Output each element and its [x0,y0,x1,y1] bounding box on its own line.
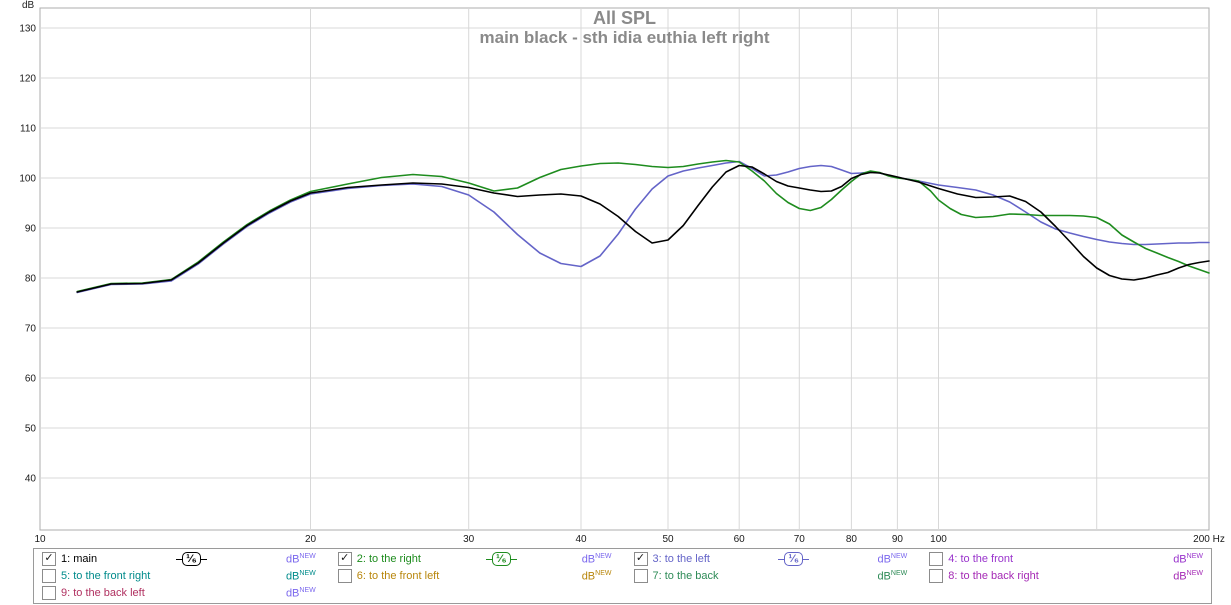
smoothing-value: ¹⁄₆ [784,552,803,566]
legend-checkbox-8[interactable] [929,569,944,583]
legend-item-label: 3: to the left [652,553,710,565]
svg-text:70: 70 [794,534,806,545]
svg-text:100: 100 [19,174,36,185]
legend-grid: ✓ 1: main ¹⁄₆ dBNEW ✓ 2: to the right ¹⁄₆ dBNEW… [42,552,1203,600]
legend-item: 4: to the front dBNEW [929,552,1203,566]
svg-text:50: 50 [25,424,37,435]
unit-label: dBNEW [1173,552,1203,566]
y-axis-unit-label: dB [22,0,35,11]
legend-item: 5: to the front right dBNEW [42,569,316,583]
legend-item: 6: to the front left dBNEW [337,569,612,583]
unit-label: dBNEW [285,552,316,566]
legend-checkbox-6[interactable] [337,569,352,583]
legend-item-label: 5: to the front right [61,570,151,582]
legend-item: 9: to the back left dBNEW [42,586,316,600]
spl-line-chart[interactable]: 130 120 110 100 90 80 70 60 50 40 10 20 30 40 50 60 70 80… [0,0,1231,546]
svg-text:30: 30 [463,534,475,545]
unit-new-badge: NEW [890,552,908,560]
unit-label: dBNEW [1173,569,1203,583]
unit-label: dBNEW [581,552,612,566]
svg-text:130: 130 [19,24,36,35]
svg-text:40: 40 [25,474,37,485]
unit-new-badge: NEW [1186,569,1203,577]
unit-label: dBNEW [877,552,908,566]
svg-text:90: 90 [892,534,904,545]
legend-checkbox-5[interactable] [42,569,56,583]
smoothing-selector-icon[interactable]: ¹⁄₆ [176,552,207,566]
unit-new-badge: NEW [299,586,316,594]
legend-checkbox-2[interactable]: ✓ [337,552,352,566]
legend-item: ✓ 1: main ¹⁄₆ dBNEW [42,552,316,566]
legend-item: ✓ 3: to the left ¹⁄₆ dBNEW [633,552,908,566]
unit-label: dBNEW [581,569,612,583]
legend-checkbox-3[interactable]: ✓ [633,552,648,566]
svg-text:70: 70 [25,324,37,335]
svg-text:50: 50 [662,534,674,545]
svg-text:40: 40 [575,534,587,545]
legend-checkbox-7[interactable] [633,569,648,583]
unit-new-badge: NEW [299,552,316,560]
svg-text:110: 110 [20,124,36,135]
smoothing-selector-icon[interactable]: ¹⁄₆ [778,552,809,566]
unit-label: dBNEW [285,586,316,600]
smoothing-line [176,558,183,560]
svg-text:90: 90 [25,224,37,235]
unit-label: dBNEW [877,569,908,583]
legend-item: 8: to the back right dBNEW [929,569,1203,583]
svg-text:120: 120 [19,74,36,85]
legend-item-label: 8: to the back right [948,570,1039,582]
legend-item-label: 9: to the back left [61,587,145,599]
unit-label: dBNEW [285,569,316,583]
svg-text:10: 10 [34,534,46,545]
unit-new-badge: NEW [299,569,316,577]
unit-new-badge: NEW [890,569,908,577]
svg-text:60: 60 [734,534,746,545]
smoothing-value: ¹⁄₆ [492,552,511,566]
smoothing-line [486,558,493,560]
smoothing-selector-icon[interactable]: ¹⁄₆ [486,552,517,566]
svg-text:20: 20 [305,534,317,545]
legend-checkbox-9[interactable] [42,586,56,600]
smoothing-line [510,558,517,560]
smoothing-line [802,558,809,560]
smoothing-line [200,558,207,560]
unit-new-badge: NEW [595,552,612,560]
legend-item-label: 6: to the front left [356,570,440,582]
legend-item-label: 2: to the right [356,553,421,565]
legend-item-label: 1: main [61,553,98,565]
legend-item: 7: to the back dBNEW [633,569,908,583]
chart-area: All SPL main black - sth idia euthia lef… [0,0,1231,546]
svg-text:200 Hz: 200 Hz [1193,534,1225,545]
smoothing-line [778,558,785,560]
svg-text:80: 80 [25,274,37,285]
legend-checkbox-1[interactable]: ✓ [42,552,56,566]
unit-new-badge: NEW [1186,552,1203,560]
legend-item-label: 4: to the front [948,553,1014,565]
legend-item-label: 7: to the back [652,570,719,582]
legend-panel: ✓ 1: main ¹⁄₆ dBNEW ✓ 2: to the right ¹⁄₆ dBNEW… [33,548,1212,604]
svg-text:80: 80 [846,534,858,545]
smoothing-value: ¹⁄₆ [182,552,201,566]
svg-text:60: 60 [25,374,37,385]
legend-checkbox-4[interactable] [929,552,944,566]
svg-text:100: 100 [930,534,947,545]
legend-item: ✓ 2: to the right ¹⁄₆ dBNEW [337,552,612,566]
unit-new-badge: NEW [595,569,612,577]
